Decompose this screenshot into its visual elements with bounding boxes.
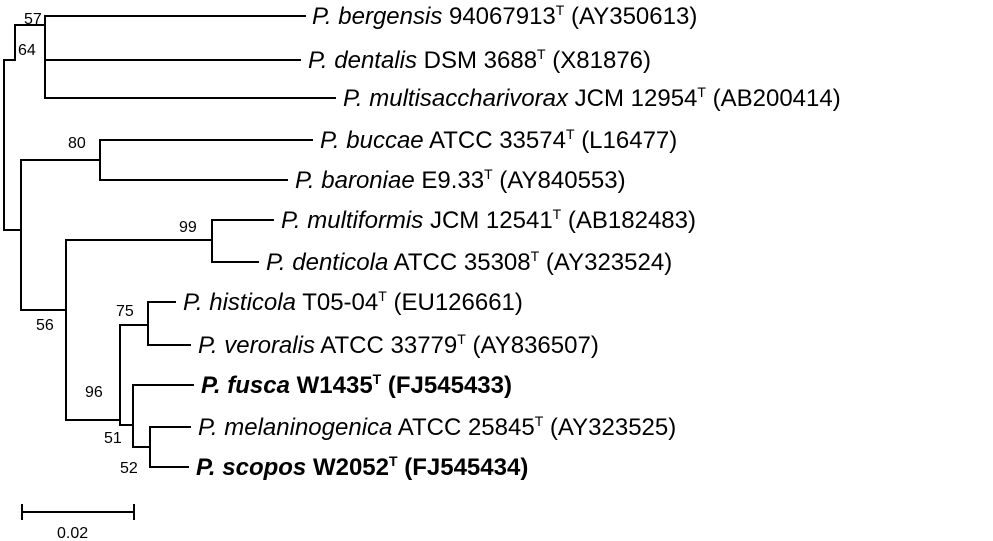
taxon-label: P. histicola T05-04T (EU126661)	[183, 288, 523, 316]
taxon-label-new-species: P. scopos W2052T (FJ545434)	[196, 453, 528, 481]
bootstrap-value: 57	[24, 11, 42, 28]
taxon-label-new-species: P. fusca W1435T (FJ545433)	[201, 371, 512, 399]
tree-branches	[3, 15, 336, 468]
bootstrap-value: 56	[36, 317, 54, 334]
bootstrap-value: 51	[104, 430, 122, 447]
bootstrap-value: 64	[18, 42, 36, 59]
taxon-label: P. veroralis ATCC 33779T (AY836507)	[198, 331, 599, 359]
taxon-label: P. baroniae E9.33T (AY840553)	[295, 166, 626, 194]
taxon-label: P. multisaccharivorax JCM 12954T (AB2004…	[343, 84, 841, 112]
bootstrap-value: 75	[116, 303, 134, 320]
taxon-label: P. dentalis DSM 3688T (X81876)	[308, 46, 651, 74]
bootstrap-value: 96	[85, 384, 103, 401]
scale-bar-label: 0.02	[57, 525, 88, 541]
taxon-label: P. melaninogenica ATCC 25845T (AY323525)	[198, 413, 676, 441]
scale-bar: 0.02	[21, 504, 135, 541]
taxon-label: P. bergensis 94067913T (AY350613)	[312, 2, 697, 30]
bootstrap-value: 99	[179, 219, 197, 236]
taxon-label: P. buccae ATCC 33574T (L16477)	[320, 126, 677, 154]
taxon-label: P. multiformis JCM 12541T (AB182483)	[281, 206, 696, 234]
branch-node64-to-multisaccharivorax	[44, 59, 336, 99]
taxon-labels: P. bergensis 94067913T (AY350613) P. den…	[183, 2, 841, 481]
bootstrap-values: 57 64 80 99 56 75 96 51 52	[18, 11, 197, 477]
bootstrap-value: 52	[120, 460, 138, 477]
taxon-label: P. denticola ATCC 35308T (AY323524)	[266, 248, 672, 276]
bootstrap-value: 80	[68, 135, 86, 152]
